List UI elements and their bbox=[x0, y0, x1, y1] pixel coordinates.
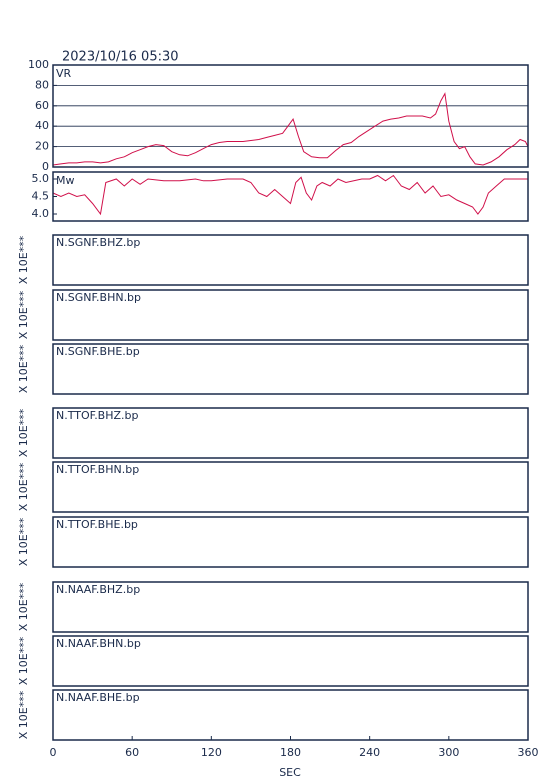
x-tick-label: 180 bbox=[280, 746, 301, 759]
trace-y-label: X 10E*** bbox=[17, 462, 30, 511]
y-tick-label: 5.0 bbox=[32, 172, 50, 185]
y-tick-label: 4.5 bbox=[32, 190, 50, 203]
panel-frame bbox=[52, 64, 529, 168]
trace-frame bbox=[52, 581, 529, 633]
trace-label: N.TTOF.BHZ.bp bbox=[56, 409, 139, 422]
trace-y-label: X 10E*** bbox=[17, 290, 30, 339]
y-tick-label: 60 bbox=[35, 99, 49, 112]
trace-frame bbox=[52, 407, 529, 459]
chart-title: 2023/10/16 05:30 bbox=[62, 50, 179, 65]
data-line bbox=[52, 174, 528, 216]
trace-y-label: X 10E*** bbox=[17, 582, 30, 631]
x-axis-label: SEC bbox=[279, 766, 301, 779]
trace-y-label: X 10E*** bbox=[17, 344, 30, 393]
trace-frame bbox=[52, 234, 529, 286]
x-tick-label: 60 bbox=[125, 746, 139, 759]
y-tick-label: 40 bbox=[35, 119, 49, 132]
panel-label: Mw bbox=[56, 174, 75, 187]
y-tick-label: 4.0 bbox=[32, 207, 50, 220]
trace-label: N.SGNF.BHZ.bp bbox=[56, 236, 140, 249]
x-tick-label: 120 bbox=[201, 746, 222, 759]
trace-frame bbox=[52, 516, 529, 568]
trace-y-label: X 10E*** bbox=[17, 517, 30, 566]
trace-y-label: X 10E*** bbox=[17, 235, 30, 284]
trace-label: N.SGNF.BHN.bp bbox=[56, 291, 141, 304]
data-line bbox=[52, 92, 529, 166]
trace-label: N.TTOF.BHN.bp bbox=[56, 463, 139, 476]
trace-label: N.NAAF.BHE.bp bbox=[56, 691, 140, 704]
trace-frame bbox=[52, 635, 529, 687]
trace-label: N.TTOF.BHE.bp bbox=[56, 518, 138, 531]
trace-frame bbox=[52, 461, 529, 513]
trace-y-label: X 10E*** bbox=[17, 408, 30, 457]
x-tick-label: 240 bbox=[359, 746, 380, 759]
y-tick-label: 0 bbox=[42, 160, 49, 173]
trace-label: N.NAAF.BHN.bp bbox=[56, 637, 141, 650]
y-tick-label: 100 bbox=[28, 58, 49, 71]
trace-y-label: X 10E*** bbox=[17, 636, 30, 685]
trace-frame bbox=[52, 343, 529, 395]
y-tick-label: 80 bbox=[35, 78, 49, 91]
trace-label: N.SGNF.BHE.bp bbox=[56, 345, 140, 358]
x-tick-label: 300 bbox=[438, 746, 459, 759]
panel-frame bbox=[52, 171, 529, 222]
panel-label: VR bbox=[56, 67, 72, 80]
x-tick-label: 360 bbox=[518, 746, 539, 759]
x-tick-label: 0 bbox=[50, 746, 57, 759]
trace-frame bbox=[52, 289, 529, 341]
trace-label: N.NAAF.BHZ.bp bbox=[56, 583, 140, 596]
y-tick-label: 20 bbox=[35, 140, 49, 153]
trace-y-label: X 10E*** bbox=[17, 690, 30, 739]
